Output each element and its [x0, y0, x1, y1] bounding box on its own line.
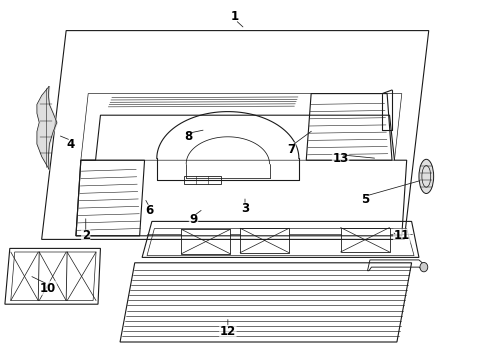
Text: 8: 8 — [185, 130, 193, 143]
Text: 6: 6 — [146, 204, 153, 217]
Text: 12: 12 — [220, 325, 236, 338]
Ellipse shape — [420, 262, 428, 272]
Text: 3: 3 — [241, 202, 249, 215]
Text: 7: 7 — [288, 143, 295, 156]
Bar — [184, 176, 220, 184]
Text: 11: 11 — [393, 229, 410, 242]
Text: 4: 4 — [67, 138, 75, 150]
Ellipse shape — [419, 159, 434, 194]
Text: 1: 1 — [231, 10, 239, 23]
Text: 2: 2 — [82, 229, 90, 242]
Text: 5: 5 — [361, 193, 369, 206]
Bar — [181, 229, 230, 254]
Text: 10: 10 — [40, 282, 56, 294]
Bar — [240, 228, 289, 253]
Bar — [341, 228, 390, 252]
Text: 13: 13 — [332, 152, 349, 165]
Text: 9: 9 — [190, 213, 197, 226]
